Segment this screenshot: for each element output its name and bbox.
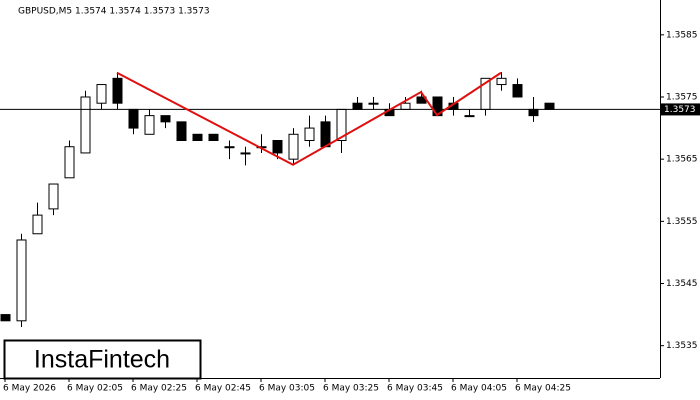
logo-text: InstaFintech bbox=[34, 346, 170, 374]
candle-body bbox=[160, 115, 171, 123]
candle-body bbox=[176, 121, 187, 142]
chart-title: GBPUSD,M5 1.3574 1.3574 1.3573 1.3573 bbox=[18, 7, 210, 17]
candle-body bbox=[400, 102, 411, 110]
candle-body bbox=[512, 84, 523, 98]
candle-body bbox=[320, 121, 331, 148]
candle-body bbox=[192, 133, 203, 142]
candle-body bbox=[32, 214, 43, 235]
x-tick-label: 6 May 03:05 bbox=[259, 384, 315, 394]
y-tick-label: 1.3555 bbox=[666, 217, 698, 227]
candle-body bbox=[144, 115, 155, 135]
x-tick-label: 6 May 02:45 bbox=[195, 384, 251, 394]
candle-body bbox=[208, 133, 219, 142]
candle-body bbox=[112, 77, 123, 104]
candle-body bbox=[96, 84, 107, 104]
candle-body bbox=[0, 314, 11, 322]
y-tick-label: 1.3545 bbox=[666, 279, 698, 289]
pattern-line bbox=[116, 71, 502, 166]
candle-body bbox=[80, 96, 91, 154]
candle-body bbox=[224, 146, 235, 149]
logo: InstaFintech bbox=[3, 339, 202, 380]
current-price-box bbox=[661, 103, 700, 116]
y-tick-label: 1.3565 bbox=[666, 155, 698, 165]
candle-body bbox=[16, 239, 27, 322]
candle-body bbox=[272, 140, 283, 154]
x-tick-label: 6 May 2026 bbox=[3, 384, 56, 394]
candle-body bbox=[528, 108, 539, 117]
x-tick-label: 6 May 02:25 bbox=[131, 384, 187, 394]
candle-body bbox=[48, 183, 59, 210]
x-tick-label: 6 May 04:05 bbox=[451, 384, 507, 394]
y-tick-label: 1.3535 bbox=[666, 341, 698, 351]
y-tick-label: 1.3585 bbox=[666, 30, 698, 40]
candle-body bbox=[496, 77, 507, 86]
candle-body bbox=[544, 102, 555, 110]
x-tick-label: 6 May 03:45 bbox=[387, 384, 443, 394]
candle-body bbox=[352, 102, 363, 110]
x-tick-label: 6 May 04:25 bbox=[515, 384, 571, 394]
x-tick-label: 6 May 02:05 bbox=[67, 384, 123, 394]
candle-body bbox=[464, 115, 475, 118]
current-price-label: 1.3573 bbox=[664, 105, 696, 115]
candle-body bbox=[304, 127, 315, 142]
y-tick-label: 1.3575 bbox=[666, 92, 698, 102]
logo-box bbox=[3, 339, 202, 380]
candle-body bbox=[64, 146, 75, 179]
candle-body bbox=[240, 152, 251, 155]
x-tick-label: 6 May 03:25 bbox=[323, 384, 379, 394]
candle-body bbox=[368, 102, 379, 105]
candle-body bbox=[128, 108, 139, 129]
candle-body bbox=[288, 133, 299, 160]
